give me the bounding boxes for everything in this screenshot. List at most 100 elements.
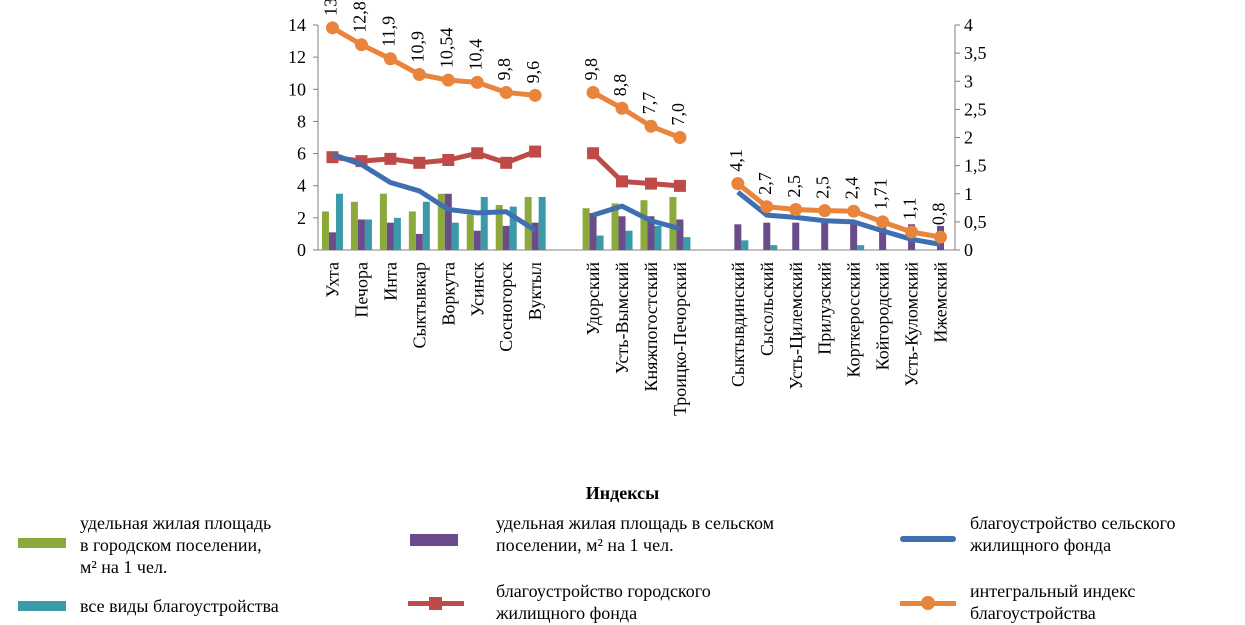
bar [365, 219, 372, 250]
line-point [616, 175, 628, 187]
series-line [593, 153, 680, 186]
line-point [587, 86, 600, 99]
left-tick-label: 14 [288, 15, 306, 35]
right-tick-label: 2,5 [964, 99, 987, 119]
bar [474, 231, 481, 250]
line-point [644, 120, 657, 133]
data-label: 4,1 [726, 149, 746, 172]
data-label: 9,8 [494, 58, 514, 81]
series-line [593, 206, 680, 229]
line-point [587, 147, 599, 159]
line-point [645, 178, 657, 190]
category-label: Троицко-Печорский [670, 262, 690, 416]
bar [329, 232, 336, 250]
left-tick-label: 12 [288, 47, 306, 67]
bar [792, 223, 799, 250]
line-point [413, 68, 426, 81]
bar [452, 223, 459, 250]
bar [445, 194, 452, 250]
right-tick-label: 0 [964, 240, 973, 260]
category-label: Корткеросский [844, 262, 864, 378]
category-label: Усть-Цилемский [786, 262, 806, 390]
category-label: Койгородский [873, 262, 893, 371]
bar [409, 211, 416, 250]
bar [597, 236, 604, 250]
category-label: Воркута [438, 262, 458, 326]
data-label: 0,8 [929, 203, 949, 226]
right-tick-label: 3 [964, 71, 973, 91]
bar [741, 240, 748, 250]
data-label: 10,4 [465, 39, 485, 71]
category-label: Ухта [322, 262, 342, 298]
right-tick-label: 1 [964, 184, 973, 204]
data-label: 1,71 [871, 178, 891, 210]
bar [676, 219, 683, 250]
line-point [442, 74, 455, 87]
category-label: Ижемский [931, 262, 951, 343]
right-tick-label: 0,5 [964, 212, 987, 232]
bar [857, 245, 864, 250]
bar [821, 219, 828, 250]
bar [583, 208, 590, 250]
line-point [384, 52, 397, 65]
bar [380, 194, 387, 250]
series-line [593, 93, 680, 138]
data-label: 9,8 [581, 58, 601, 81]
line-point [616, 102, 629, 115]
data-label: 8,8 [610, 74, 630, 97]
data-label: 10,9 [407, 31, 427, 63]
data-label: 2,4 [842, 177, 862, 200]
bar [351, 202, 358, 250]
bar [503, 226, 510, 250]
left-tick-label: 0 [297, 240, 306, 260]
data-label: 7,0 [668, 103, 688, 126]
data-label: 13,8 [320, 0, 340, 16]
right-tick-label: 1,5 [964, 156, 987, 176]
data-label: 1,1 [900, 198, 920, 221]
line-point [818, 204, 831, 217]
data-label: 12,8 [349, 1, 369, 33]
category-label: Княжпогостский [641, 262, 661, 392]
bar [763, 223, 770, 250]
bar [394, 218, 401, 250]
bar [336, 194, 343, 250]
line-point [674, 180, 686, 192]
line-point [529, 146, 541, 158]
data-label: 7,7 [639, 92, 659, 115]
left-tick-label: 4 [297, 176, 306, 196]
bar [467, 215, 474, 250]
category-label: Сосногорск [496, 262, 516, 352]
data-label: 2,5 [784, 175, 804, 198]
left-tick-label: 8 [297, 111, 306, 131]
category-label: Печора [351, 262, 371, 318]
line-point [847, 205, 860, 218]
line-point [673, 131, 686, 144]
line-point [500, 157, 512, 169]
line-point [471, 147, 483, 159]
bar [539, 197, 546, 250]
bar [322, 211, 329, 250]
category-label: Усть-Вымский [612, 262, 632, 374]
category-label: Прилузский [815, 262, 835, 355]
line-point [876, 215, 889, 228]
bar [481, 197, 488, 250]
bar [850, 221, 857, 250]
category-label: Вуктыл [525, 262, 545, 320]
bar [423, 202, 430, 250]
bar [640, 200, 647, 250]
bar [683, 237, 690, 250]
line-point [355, 38, 368, 51]
left-tick-label: 10 [288, 79, 306, 99]
line-point [760, 200, 773, 213]
right-tick-label: 2 [964, 128, 973, 148]
line-point [413, 157, 425, 169]
line-point [500, 86, 513, 99]
bar [416, 234, 423, 250]
category-label: Усть-Куломский [902, 262, 922, 387]
line-point [442, 154, 454, 166]
bar [387, 223, 394, 250]
left-tick-label: 6 [297, 144, 306, 164]
x-axis-title: Индексы [0, 483, 1245, 504]
right-tick-label: 4 [964, 15, 973, 35]
